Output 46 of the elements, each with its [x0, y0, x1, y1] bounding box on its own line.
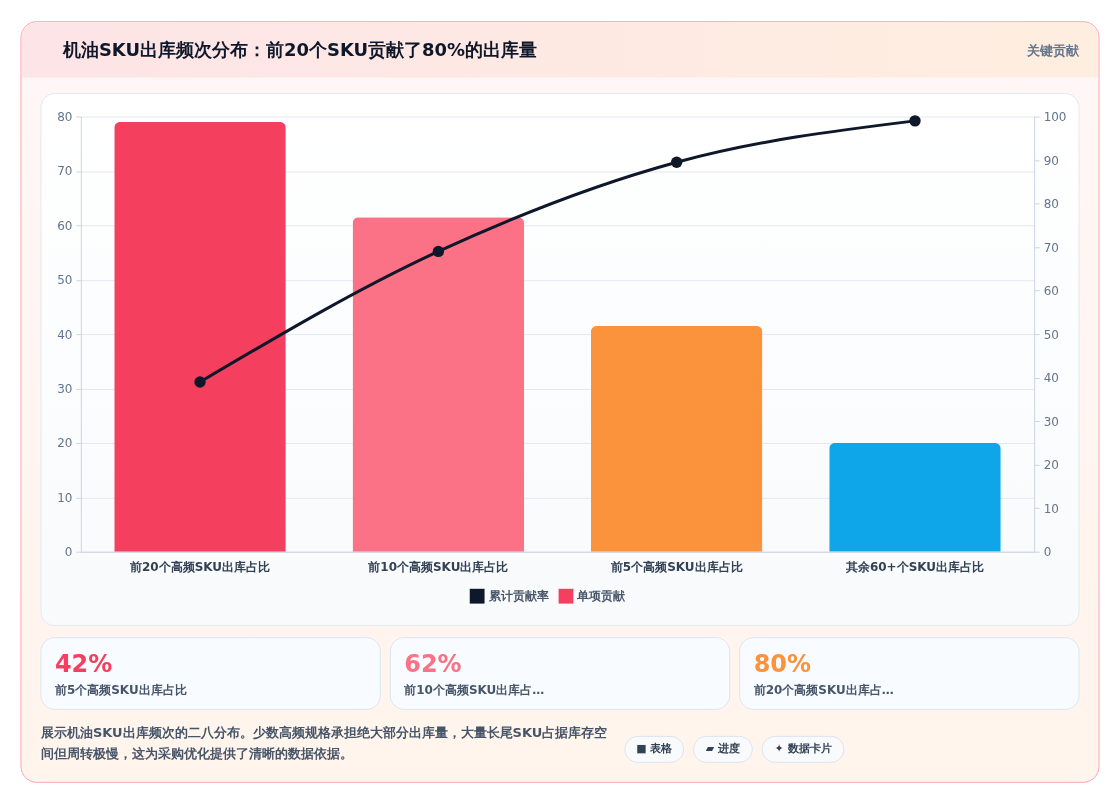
y2-tick-label: 60	[1043, 284, 1059, 299]
y-tick-label: 70	[57, 164, 73, 179]
y-tick-label: 40	[57, 327, 73, 342]
legend-label: 累计贡献率	[487, 589, 549, 604]
point	[432, 245, 445, 258]
x-tick-label: 前20个高频SKU出库占比	[128, 560, 271, 575]
bar	[829, 442, 1001, 552]
legend-label: 单项贡献	[576, 589, 627, 604]
y-tick-label: 80	[57, 110, 73, 124]
text: 前10个高频SKU出库占…	[403, 683, 545, 698]
text: ■ 表格	[636, 742, 674, 756]
y-tick-label: 0	[64, 545, 73, 560]
text: 关键贡献	[1026, 42, 1081, 58]
y2-tick-label: 100	[1043, 110, 1067, 124]
y-tick-label: 50	[57, 273, 73, 288]
y-tick-label: 20	[57, 436, 73, 451]
text: 42%	[54, 649, 113, 678]
text: 前20个高频SKU出库占…	[752, 683, 894, 698]
y2-tick-label: 90	[1043, 153, 1059, 168]
point	[909, 115, 921, 127]
y-tick-label: 10	[57, 490, 73, 505]
text: 80%	[753, 649, 811, 678]
point	[670, 156, 683, 168]
point	[194, 376, 206, 388]
chart-title: 机油SKU出库频次分布：前20个SKU贡献了80%的出库量	[61, 38, 538, 60]
text: 展示机油SKU出库频次的二八分布。少数高频规格承担绝大部分出库量，大量长尾SKU占据库存空间但周转极慢，这为采购优化提供了清晰的数据依据。	[39, 725, 608, 762]
y2-tick-label: 20	[1043, 458, 1059, 473]
bar	[114, 121, 286, 552]
y-tick-label: 60	[57, 218, 73, 233]
text: ✦ 数据卡片	[774, 742, 832, 756]
y2-tick-label: 80	[1043, 197, 1059, 212]
y2-tick-label: 50	[1043, 327, 1059, 342]
text: 前5个高频SKU出库占比	[53, 683, 187, 698]
x-tick-label: 其余60+个SKU出库占比	[844, 560, 985, 575]
bar	[590, 325, 763, 552]
text: 62%	[404, 649, 462, 678]
y2-tick-label: 40	[1043, 371, 1059, 386]
y2-tick-label: 0	[1043, 545, 1052, 560]
bar	[352, 217, 525, 552]
x-tick-label: 前10个高频SKU出库占比	[367, 560, 509, 575]
y2-tick-label: 70	[1043, 240, 1059, 255]
y-tick-label: 30	[57, 382, 73, 397]
text: ▰ 进度	[705, 742, 741, 756]
y2-tick-label: 10	[1043, 501, 1059, 516]
x-tick-label: 前5个高频SKU出库占比	[609, 560, 743, 575]
y2-tick-label: 30	[1043, 414, 1059, 429]
